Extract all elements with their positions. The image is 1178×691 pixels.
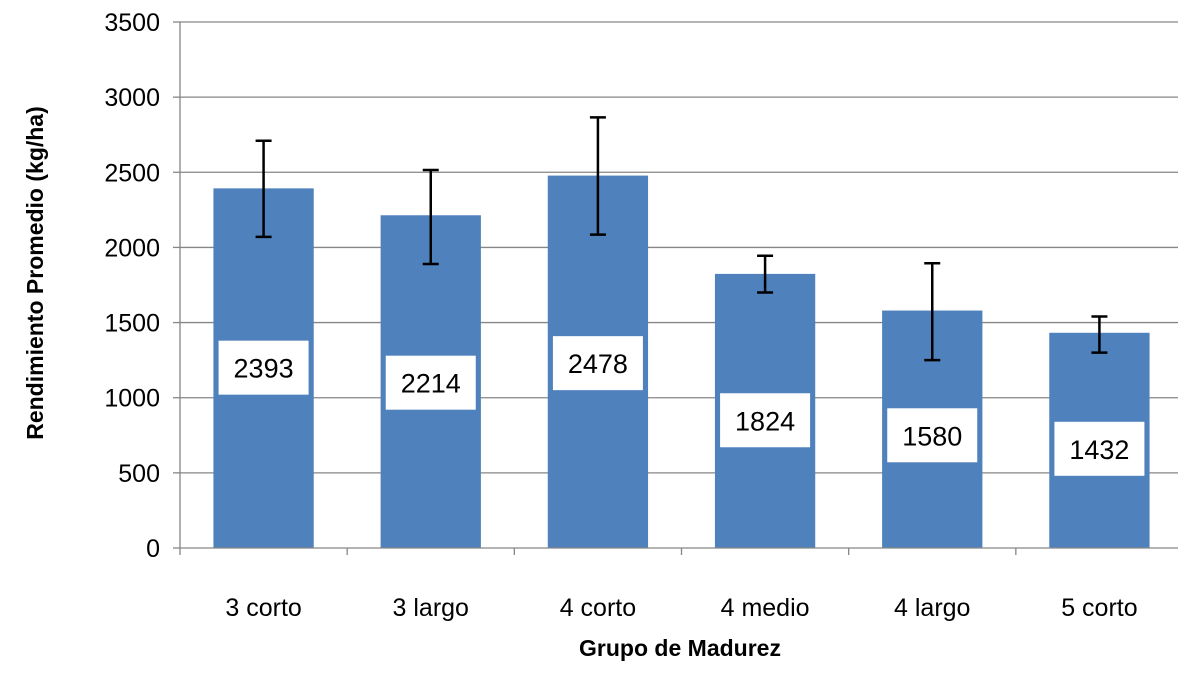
x-axis-title: Grupo de Madurez bbox=[579, 635, 781, 661]
y-tick-label: 500 bbox=[118, 460, 160, 488]
y-tick-labels: 0 500 1000 1500 2000 2500 3000 3500 bbox=[104, 9, 160, 563]
x-tick-label: 3 largo bbox=[393, 594, 469, 622]
data-label-box bbox=[552, 336, 643, 391]
y-axis-title: Rendimiento Promedio (kg/ha) bbox=[22, 106, 48, 440]
data-label: 2393 bbox=[234, 354, 294, 384]
x-tick-labels: 3 corto 3 largo 4 corto 4 medio 4 largo 5 cor… bbox=[225, 594, 1137, 622]
y-tick-label: 1500 bbox=[104, 310, 160, 338]
bars bbox=[213, 175, 1150, 549]
data-label: 2478 bbox=[568, 349, 628, 379]
x-tick-label: 5 corto bbox=[1061, 594, 1137, 622]
data-label: 2214 bbox=[401, 369, 461, 399]
data-label: 1824 bbox=[735, 406, 795, 436]
y-tick-label: 2500 bbox=[104, 159, 160, 187]
y-tick-label: 2000 bbox=[104, 234, 160, 262]
x-tick-label: 4 medio bbox=[721, 594, 810, 622]
data-label-box bbox=[218, 340, 309, 395]
data-labels: 2393 2214 2478 1824 1580 1432 bbox=[218, 336, 1145, 476]
y-tick-label: 1000 bbox=[104, 385, 160, 413]
x-tick-label: 3 corto bbox=[225, 594, 301, 622]
axes bbox=[173, 21, 1178, 555]
data-label: 1432 bbox=[1069, 435, 1129, 465]
x-tick-label: 4 largo bbox=[894, 594, 970, 622]
y-tick-label: 0 bbox=[146, 535, 160, 563]
data-label-box bbox=[1054, 421, 1145, 476]
y-tick-label: 3000 bbox=[104, 84, 160, 112]
error-bars bbox=[255, 116, 1108, 362]
data-label-box bbox=[720, 393, 811, 448]
data-label: 1580 bbox=[902, 421, 962, 451]
data-label-box bbox=[887, 408, 978, 463]
y-tick-label: 3500 bbox=[104, 9, 160, 37]
gridlines bbox=[180, 21, 1178, 474]
x-tick-label: 4 corto bbox=[560, 594, 636, 622]
data-label-box bbox=[385, 355, 476, 410]
